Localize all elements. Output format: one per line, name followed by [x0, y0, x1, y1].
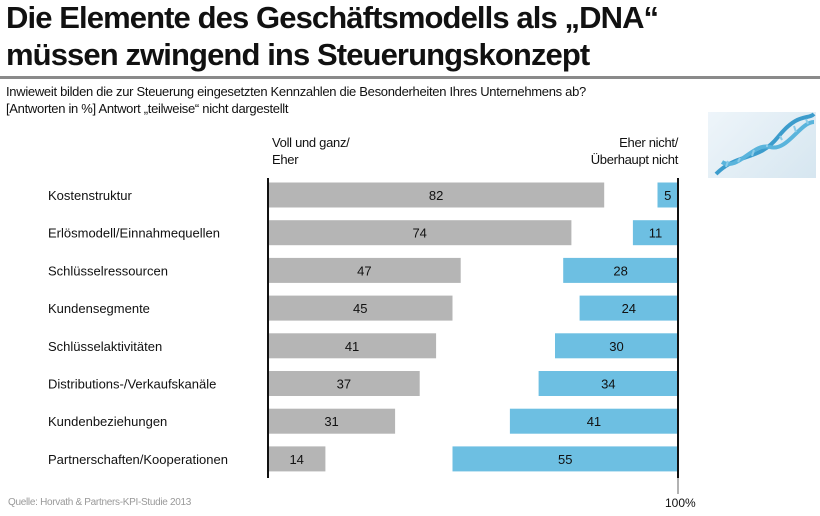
value-label-negative: 24: [622, 301, 636, 316]
end-label: 100%: [665, 496, 696, 510]
value-label-negative: 28: [613, 263, 627, 278]
value-label-positive: 82: [429, 188, 443, 203]
bar-positive: [268, 295, 453, 321]
subtitle-line-2: [Antworten in %] Antwort „teilweise“ nic…: [6, 101, 289, 116]
right-header-line-2: Überhaupt nicht: [590, 152, 679, 167]
dna-image: [708, 112, 816, 178]
bar-positive: [268, 220, 572, 246]
source-note: Quelle: Horvath & Partners-KPI-Studie 20…: [8, 497, 192, 508]
title-divider: [0, 76, 820, 79]
left-series-header: Voll und ganz/ Eher: [272, 134, 350, 168]
bar-positive: [268, 333, 437, 359]
value-label-positive: 14: [289, 452, 303, 467]
value-label-negative: 11: [649, 226, 663, 241]
bar-negative: [538, 371, 678, 396]
bar-negative: [632, 220, 678, 246]
title-line-2: müssen zwingend ins Steuerungskonzept: [6, 37, 590, 72]
bar-positive: [268, 446, 326, 472]
value-label-positive: 74: [412, 226, 426, 241]
value-label-positive: 45: [353, 301, 367, 316]
value-label-negative: 55: [558, 452, 572, 467]
value-label-negative: 41: [587, 414, 601, 429]
title-line-1: Die Elemente des Geschäftsmodells als „D…: [6, 0, 659, 35]
value-label-negative: 34: [601, 377, 615, 392]
bar-positive: [268, 182, 605, 208]
bar-negative: [579, 295, 678, 321]
value-label-positive: 31: [324, 414, 338, 429]
category-label: Schlüsselressourcen: [48, 263, 168, 278]
bar-negative: [509, 408, 678, 434]
bar-positive: [268, 371, 420, 396]
bar-negative: [563, 257, 678, 283]
category-label: Distributions-/Verkaufskanäle: [48, 377, 216, 392]
left-header-line-2: Eher: [272, 152, 299, 167]
category-label: Erlösmodell/Einnahmequellen: [48, 226, 220, 241]
right-series-header: Eher nicht/ Überhaupt nicht: [590, 134, 679, 168]
subtitle-line-1: Inwieweit bilden die zur Steuerung einge…: [6, 84, 586, 99]
value-label-positive: 37: [337, 377, 351, 392]
value-label-negative: 5: [664, 188, 671, 203]
bar-positive: [268, 408, 396, 434]
right-header-line-1: Eher nicht/: [619, 135, 678, 150]
category-label: Schlüsselaktivitäten: [48, 339, 162, 354]
bar-negative: [452, 446, 678, 472]
category-label: Kostenstruktur: [48, 188, 132, 203]
category-label: Kundenbeziehungen: [48, 414, 167, 429]
category-label: Partnerschaften/Kooperationen: [48, 452, 228, 467]
value-label-positive: 41: [345, 339, 359, 354]
bar-positive: [268, 257, 461, 283]
bar-negative: [657, 182, 678, 208]
category-label: Kundensegmente: [48, 301, 150, 316]
bar-negative: [555, 333, 678, 359]
value-label-negative: 30: [609, 339, 623, 354]
left-header-line-1: Voll und ganz/: [272, 135, 350, 150]
value-label-positive: 47: [357, 263, 371, 278]
